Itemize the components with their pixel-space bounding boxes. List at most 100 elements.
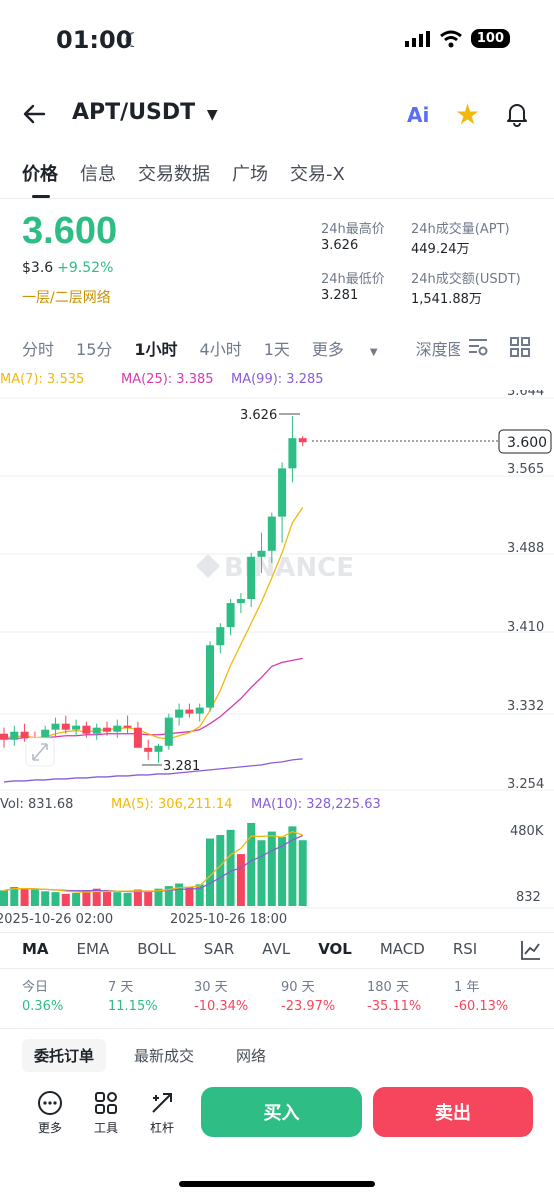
volume-bar [72,893,81,906]
volume-ma-lines [3,830,303,893]
candle-body [185,709,194,714]
volume-bar [278,836,287,906]
leverage-icon [152,1093,172,1113]
volume-bar [10,886,19,906]
bell-icon[interactable] [504,101,530,131]
volume-bar [257,840,266,906]
tf-more-label: 更多 [311,340,344,359]
tf-depth[interactable]: 深度图 [415,340,460,359]
candle-body [226,603,235,628]
last-price: 3.600 [22,210,118,252]
candle-body [10,731,19,740]
ind-sar[interactable]: SAR [203,940,235,958]
more-label: 更多 [37,1121,62,1135]
tf-more[interactable]: 更多 ▼ [312,336,400,360]
tabs-divider [0,198,554,199]
candle-body [175,709,184,718]
leverage-button[interactable]: 杠杆 [142,1090,182,1136]
indicator-divider [0,932,554,933]
volume-bar [123,893,132,906]
perf-divider [0,968,554,969]
usd-price: $3.6 [22,260,54,276]
indicator-chart-icon[interactable] [520,939,542,965]
perf-label-30d: 30 天 [194,980,228,995]
pair-title: APT/USDT [72,100,196,125]
tf-line[interactable]: 分时 [22,340,55,359]
timeframe-bar: 分时 15分 1小时 4小时 1天 更多 ▼ 深度图 [22,336,482,360]
back-button[interactable] [22,101,50,129]
tab-trade-x[interactable]: 交易-X [290,164,345,185]
tools-button[interactable]: 工具 [86,1090,126,1136]
tf-4h[interactable]: 4小时 [199,340,242,359]
chart-settings-icon[interactable] [467,337,489,361]
perf-value-today: 0.36% [22,999,64,1014]
volume-bar [154,888,163,906]
tab-open-orders[interactable]: 委托订单 [22,1039,107,1072]
more-button[interactable]: 更多 [30,1090,70,1136]
perf-label-90d: 90 天 [281,980,315,995]
buy-button[interactable]: 买入 [201,1087,362,1137]
bottom-divider [0,1028,554,1029]
tab-latest-trades[interactable]: 最新成交 [134,1047,195,1065]
candles [0,416,307,763]
tab-price[interactable]: 价格 [22,160,58,198]
perf-value-30d: -10.34% [194,999,249,1014]
low-value: 3.281 [321,288,359,303]
tab-network[interactable]: 网络 [236,1047,267,1065]
candlestick-chart[interactable]: 3.644 3.565 3.488 3.410 3.332 3.254 BINA… [0,390,554,930]
sell-button[interactable]: 卖出 [373,1087,533,1137]
candle-body [206,645,214,708]
ind-avl[interactable]: AVL [262,940,291,958]
ind-ema[interactable]: EMA [76,940,110,958]
more-dots-icon [38,1091,62,1115]
perf-label-1y: 1 年 [454,980,480,995]
expand-icon[interactable] [25,737,55,767]
vol-y-label: 480K [510,824,544,839]
tf-1d[interactable]: 1天 [263,340,290,359]
layout-grid-icon[interactable] [510,337,530,361]
tab-info[interactable]: 信息 [80,164,116,185]
favorite-star-icon[interactable]: ★ [455,98,481,131]
ind-boll[interactable]: BOLL [137,940,176,958]
ma7-line [3,507,304,740]
ind-rsi[interactable]: RSI [452,940,478,958]
candle-body [298,438,307,443]
ma25-label: MA(25): 3.385 [121,372,214,387]
pair-selector[interactable]: APT/USDT ▼ [72,100,218,125]
candle-body [247,556,256,600]
moon-icon: ☾ [124,28,142,52]
change-percent: +9.52% [57,260,114,276]
ind-vol[interactable]: VOL [318,940,352,958]
candle-body [20,731,29,738]
ind-ma[interactable]: MA [22,940,49,958]
tab-trading-data[interactable]: 交易数据 [138,164,210,185]
indicator-bar: MA EMA BOLL SAR AVL VOL MACD RSI [22,940,505,958]
tab-square[interactable]: 广场 [232,164,268,185]
candle-body [123,725,132,728]
candle-body [288,438,297,469]
ind-macd[interactable]: MACD [379,940,425,958]
volume-bar [288,826,297,906]
volume-bar [20,888,29,906]
candle-body [164,717,173,746]
price-sub: $3.6 +9.52% [22,260,113,276]
vol-label: Vol: 831.68 [0,797,73,812]
perf-value-180d: -35.11% [367,999,422,1014]
leverage-label: 杠杆 [149,1121,174,1135]
high-marker: 3.626 [240,408,277,423]
ai-button[interactable]: Ai [407,103,430,127]
volume-bar [103,891,111,906]
perf-label-7d: 7 天 [108,980,134,995]
tf-1h[interactable]: 1小时 [134,340,178,359]
binance-watermark: BINANCE [196,553,354,583]
ma25-line [4,657,303,740]
tools-grid-icon [95,1092,117,1114]
volume-bar [185,886,194,906]
high-value: 3.626 [321,238,359,253]
volume-bar [247,822,256,906]
vol-ma10-label: MA(10): 328,225.63 [251,797,381,812]
network-tag[interactable]: 一层/二层网络 [22,290,111,306]
tf-15m[interactable]: 15分 [76,340,113,359]
battery-indicator: 100 [470,29,510,48]
y-label: 3.410 [507,620,544,635]
